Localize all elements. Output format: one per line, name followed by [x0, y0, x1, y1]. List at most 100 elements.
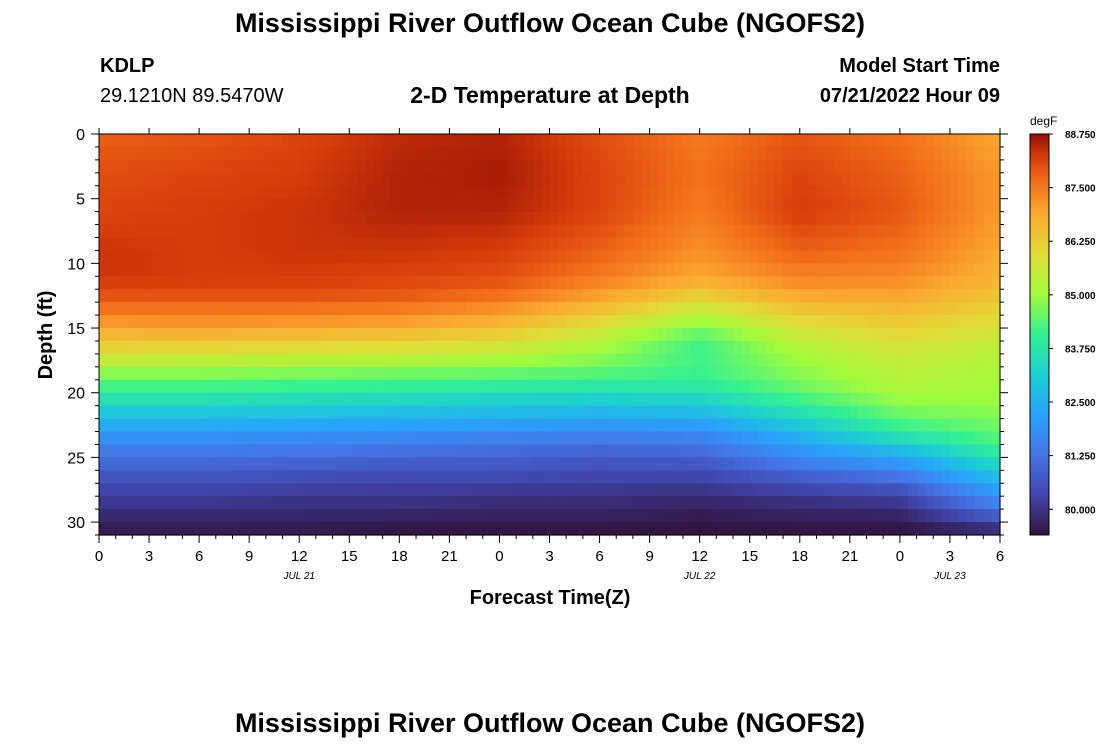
heatmap-cell	[390, 134, 400, 148]
heatmap-cell	[407, 457, 417, 471]
heatmap-cell	[733, 315, 742, 329]
heatmap-cell	[624, 328, 634, 342]
heatmap-cell	[232, 159, 242, 174]
heatmap-cell	[674, 237, 684, 252]
heatmap-cell	[749, 146, 759, 161]
heatmap-cell	[332, 276, 342, 290]
heatmap-cell	[824, 146, 834, 161]
heatmap-cell	[340, 470, 350, 484]
heatmap-cell	[983, 302, 993, 316]
heatmap-cell	[215, 250, 225, 264]
heatmap-cell	[874, 457, 884, 471]
heatmap-cell	[783, 159, 793, 174]
heatmap-cell	[365, 134, 375, 148]
heatmap-cell	[407, 405, 417, 420]
heatmap-cell	[124, 134, 133, 148]
heatmap-cell	[441, 353, 450, 368]
heatmap-cell	[816, 431, 826, 446]
heatmap-cell	[315, 353, 325, 368]
heatmap-cell	[691, 483, 701, 497]
heatmap-cell	[557, 237, 567, 252]
heatmap-cell	[474, 457, 484, 471]
heatmap-cell	[974, 315, 984, 329]
heatmap-cell	[240, 431, 250, 446]
heatmap-cell	[265, 198, 275, 213]
heatmap-cell	[758, 457, 767, 471]
heatmap-cell	[507, 366, 517, 381]
heatmap-cell	[215, 224, 225, 239]
heatmap-cell	[582, 302, 592, 316]
heatmap-cell	[749, 392, 759, 407]
colorbar	[1029, 133, 1050, 536]
heatmap-cell	[165, 185, 175, 200]
heatmap-cell	[582, 237, 592, 252]
heatmap-cell	[641, 496, 651, 510]
heatmap-cell	[224, 250, 234, 264]
heatmap-cell	[666, 405, 676, 420]
heatmap-cell	[858, 263, 868, 277]
heatmap-cell	[741, 159, 751, 174]
heatmap-cell	[566, 237, 576, 252]
heatmap-cell	[432, 405, 442, 420]
heatmap-cell	[699, 276, 709, 290]
heatmap-cell	[249, 483, 259, 497]
heatmap-cell	[841, 457, 851, 471]
heatmap-cell	[432, 457, 442, 471]
heatmap-cell	[808, 250, 818, 264]
heatmap-cell	[741, 457, 751, 471]
heatmap-cell	[958, 315, 968, 329]
heatmap-cell	[616, 224, 626, 239]
heatmap-cell	[908, 483, 918, 497]
heatmap-cell	[541, 379, 551, 394]
heatmap-cell	[199, 315, 209, 329]
heatmap-cell	[966, 379, 976, 394]
heatmap-cell	[332, 134, 342, 148]
heatmap-cell	[507, 353, 517, 368]
heatmap-cell	[132, 146, 142, 161]
heatmap-cell	[908, 522, 918, 536]
heatmap-cell	[249, 470, 259, 484]
heatmap-cell	[724, 159, 734, 174]
heatmap-cell	[741, 418, 751, 433]
heatmap-cell	[599, 146, 609, 161]
heatmap-cell	[441, 134, 450, 148]
heatmap-cell	[949, 328, 959, 342]
heatmap-cell	[624, 522, 634, 536]
heatmap-cell	[449, 211, 459, 226]
heatmap-cell	[390, 146, 400, 161]
heatmap-cell	[574, 418, 584, 433]
heatmap-cell	[808, 392, 818, 407]
heatmap-cell	[874, 444, 884, 458]
heatmap-cell	[299, 405, 309, 420]
heatmap-cell	[924, 366, 934, 381]
heatmap-cell	[149, 276, 158, 290]
heatmap-cell	[115, 509, 125, 523]
heatmap-cell	[808, 302, 818, 316]
heatmap-cell	[666, 353, 676, 368]
heatmap-cell	[349, 366, 359, 381]
heatmap-cell	[107, 134, 117, 148]
heatmap-cell	[741, 509, 751, 523]
heatmap-cell	[382, 172, 392, 187]
heatmap-cell	[441, 340, 450, 355]
y-tick-label: 20	[67, 386, 85, 403]
heatmap-cell	[224, 522, 234, 536]
heatmap-cell	[307, 185, 317, 200]
heatmap-cell	[949, 405, 959, 420]
heatmap-cell	[824, 418, 834, 433]
heatmap-cell	[591, 392, 601, 407]
heatmap-cell	[474, 263, 484, 277]
heatmap-cell	[557, 159, 567, 174]
heatmap-cell	[899, 198, 909, 213]
heatmap-cell	[290, 379, 300, 394]
heatmap-cell	[115, 211, 125, 226]
heatmap-cell	[274, 237, 284, 252]
heatmap-cell	[774, 496, 784, 510]
heatmap-cell	[808, 198, 818, 213]
heatmap-cell	[924, 159, 934, 174]
heatmap-cell	[249, 522, 259, 536]
heatmap-cell	[207, 185, 217, 200]
heatmap-cell	[290, 366, 300, 381]
heatmap-cell	[808, 418, 818, 433]
heatmap-cell	[516, 509, 526, 523]
